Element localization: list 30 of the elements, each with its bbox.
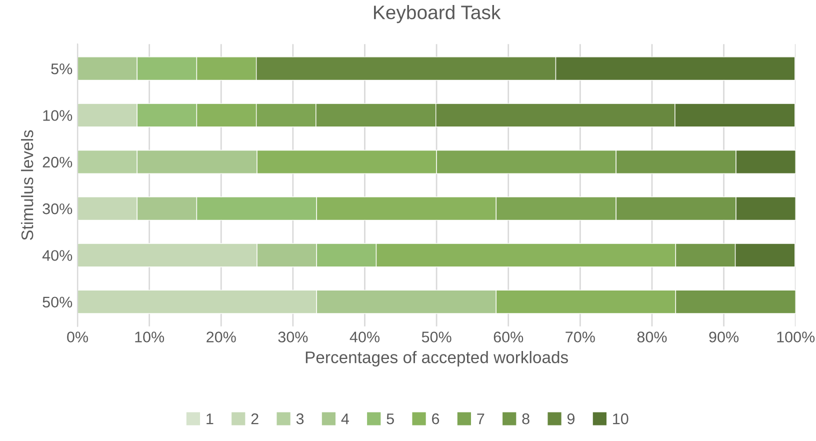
y-axis-title: Stimulus levels	[20, 130, 34, 240]
x-tick-label: 10%	[135, 332, 164, 342]
legend-label: 2	[251, 413, 258, 424]
legend-label: 3	[296, 413, 304, 424]
legend-label: 4	[341, 414, 349, 424]
legend-label: 10	[613, 413, 628, 424]
legend-label: 6	[432, 413, 440, 424]
legend-label: 8	[522, 413, 530, 424]
x-tick-label: 80%	[637, 332, 667, 342]
y-tick-label: 5%	[51, 64, 72, 74]
x-tick-label: 0%	[67, 332, 88, 342]
chart-title: Keyboard Task	[374, 5, 501, 24]
legend-label: 5	[386, 414, 394, 424]
x-tick-label: 60%	[494, 332, 524, 342]
y-tick-label: 40%	[42, 250, 72, 261]
legend-label: 7	[477, 414, 484, 424]
x-tick-label: 50%	[422, 332, 452, 342]
x-tick-label: 20%	[206, 332, 236, 342]
y-tick-label: 50%	[42, 296, 72, 308]
y-tick-label: 30%	[42, 203, 72, 214]
x-tick-label: 40%	[350, 332, 380, 342]
legend-label: 1	[206, 414, 214, 424]
x-tick-label: 100%	[777, 332, 815, 342]
x-axis-title: Percentages of accepted workloads	[306, 351, 568, 367]
x-tick-label: 70%	[566, 332, 595, 342]
y-tick-label: 10%	[43, 110, 72, 121]
y-tick-label: 20%	[42, 156, 72, 168]
legend-label: 9	[567, 413, 575, 424]
x-tick-label: 90%	[709, 332, 739, 342]
x-tick-label: 30%	[278, 332, 308, 342]
